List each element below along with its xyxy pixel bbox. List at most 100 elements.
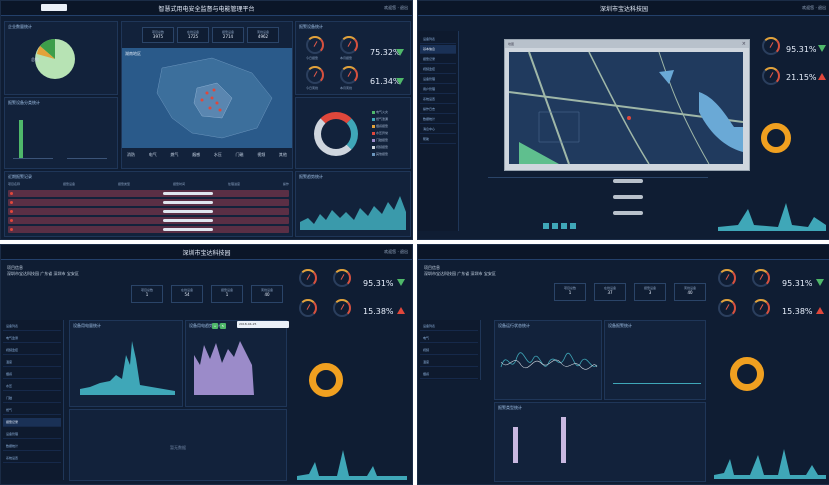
percent-value: 61.34% [370,77,401,86]
progress-bar [613,211,643,215]
sidebar-item[interactable]: 设备管理 [3,430,61,439]
percent-value: 21.15% [786,73,817,82]
header-bar: 智慧式用电安全监督与电能管理平台 欢迎您 · 退出 [1,1,412,16]
sidebar-item[interactable]: 系统设置 [420,95,456,104]
china-map[interactable]: 湖南地区 [122,48,292,148]
sidebar-item[interactable]: 视频 [420,346,478,355]
panel-title: 报警设备统计 [299,24,323,29]
sidebar-item[interactable]: 电气 [420,334,478,343]
panel-title: 报警类型统计 [498,405,522,410]
alarm-type-panel: 报警类型统计 [494,402,706,482]
table-row[interactable] [8,208,289,215]
panel-title: 报警趋势统计 [299,174,323,179]
sidebar-item[interactable]: 设备列表 [420,35,456,44]
sidebar: 设备列表 电气监测 视频监控 温度 烟感 水压 门磁 燃气 报警记录 设备管理 … [1,320,64,480]
user-menu[interactable]: 欢迎您 · 退出 [802,5,826,10]
table-row[interactable] [8,226,289,233]
sidebar-item[interactable]: 操作日志 [420,105,456,114]
table-row[interactable] [8,190,289,197]
gauge [762,37,780,55]
sidebar-item[interactable]: 温度 [3,358,61,367]
legend-item: 水压异常 [372,131,388,135]
project-address: 深圳市宝达科技园 广东省 深圳市 宝安区 [7,271,79,276]
sidebar-item[interactable]: 设备列表 [3,322,61,331]
project-label: 项目信息 [424,265,440,270]
sidebar-item[interactable]: 视频监控 [3,346,61,355]
table-row[interactable] [8,217,289,224]
legend-item: 电气火灾 [372,110,388,114]
trend-area-chart [297,450,407,480]
axis-line [13,158,53,159]
sidebar-item[interactable]: 水压 [3,382,61,391]
sidebar-item[interactable]: 门磁 [3,394,61,403]
gauge [299,269,317,287]
refresh-button[interactable]: ↻ [220,323,226,329]
category-icon[interactable]: 燃气 [170,152,179,157]
trend-area-chart [718,203,826,231]
axis-line [67,158,107,159]
project-info: 项目信息 深圳市宝达科技园 广东省 深圳市 宝安区 [424,265,496,277]
sidebar-item[interactable]: 数据统计 [3,442,61,451]
category-icon[interactable]: 烟感 [192,152,201,157]
category-icon[interactable]: 其他 [278,152,287,157]
sidebar-item[interactable]: 数据统计 [420,115,456,124]
sidebar-item[interactable]: 设备管理 [420,75,456,84]
usage-chart-panel: 设备用电量统计 [69,320,183,407]
pagination[interactable] [543,223,633,229]
sidebar-item[interactable]: 用户管理 [420,85,456,94]
category-icon[interactable]: 门磁 [235,152,244,157]
device-table [488,173,708,233]
sidebar-item[interactable]: 烟感 [420,370,478,379]
project-info: 项目信息 深圳市宝达科技园 广东省 深圳市 宝安区 [7,265,79,277]
company-pie-chart [35,39,75,79]
empty-state: 暂无数据 [170,445,186,450]
sidebar-item[interactable]: 温度 [420,358,478,367]
sidebar-item[interactable]: 设备列表 [420,322,478,331]
add-button[interactable]: + [212,323,218,329]
sidebar-item[interactable]: 视频监控 [420,65,456,74]
user-menu[interactable]: 欢迎您 · 退出 [384,249,408,254]
category-icon[interactable]: 水压 [213,152,222,157]
alarm-chart-panel: 设备报警统计 [604,320,706,400]
gauge [762,67,780,85]
sidebar-item[interactable]: 基本信息 [420,45,456,54]
alarm-bar [561,417,566,463]
stat-card: 在线设备 1725 [177,27,209,43]
panel-title: 企业数量统计 [8,24,32,29]
device-stats-panel: 95.31% 15.38% [710,265,828,335]
sidebar-item[interactable]: 报警记录 [420,55,456,64]
table-row[interactable] [8,199,289,206]
date-input[interactable]: 2018-04-25 [237,321,289,328]
map-stats-row: 项目总数 3975 在线设备 1725 报警设备 2714 离线设备 4962 [122,22,292,46]
sidebar-item[interactable]: 烟感 [3,370,61,379]
donut-chart [309,363,343,397]
close-icon[interactable]: × [741,41,746,47]
street-map[interactable] [508,51,744,165]
category-icon[interactable]: 电气 [148,152,157,157]
category-icon[interactable]: 消防 [127,152,135,157]
sidebar-item[interactable]: 电气监测 [3,334,61,343]
header-bar: 深圳市宝达科技园 欢迎您 · 退出 [418,1,829,16]
category-icon[interactable]: 视频 [257,152,266,157]
gauge-label: 今日离线 [306,86,319,90]
search-input[interactable] [41,4,67,11]
stat-card: 项目总数 3975 [142,27,174,43]
sidebar-item[interactable]: 帮助 [420,135,456,144]
legend-item: 燃气泄漏 [372,117,388,121]
arrow-down-icon [397,279,405,286]
header-bar: 深圳市宝达科技园 欢迎您 · 退出 [1,245,412,260]
user-menu[interactable]: 欢迎您 · 退出 [384,5,408,10]
sidebar-item[interactable]: 报警记录 [3,418,61,427]
sidebar-item[interactable]: 燃气 [3,406,61,415]
status-chart-panel: 设备运行状态统计 [494,320,602,400]
sidebar: 设备列表 电气 视频 温度 烟感 [418,320,481,380]
sidebar-item[interactable]: 系统设置 [3,454,61,463]
legend-item: 其他报警 [372,152,388,156]
gauge-label: 今日报警 [306,56,319,60]
stat-card: 在线设备 37 [594,283,626,301]
arrow-up-icon [397,307,405,314]
park-map-screenshot: 深圳市宝达科技园 欢迎您 · 退出 设备列表 基本信息 报警记录 视频监控 设备… [417,0,829,240]
stat-card: 报警设备 2714 [212,27,244,43]
page-title: 智慧式用电安全监督与电能管理平台 [158,6,255,13]
sidebar-item[interactable]: 消息中心 [420,125,456,134]
